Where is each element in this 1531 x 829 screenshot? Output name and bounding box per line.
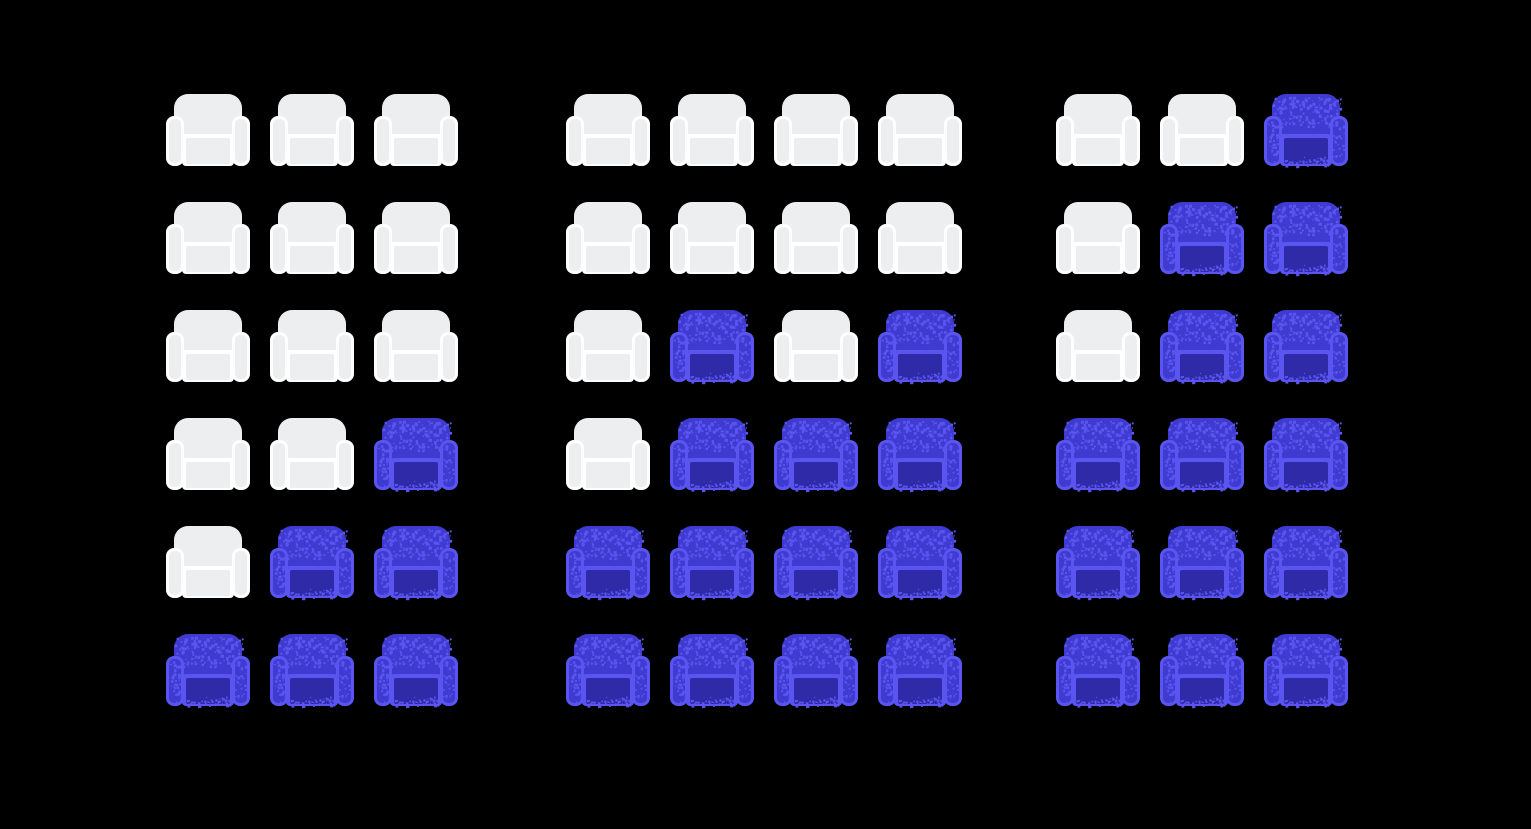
seat-left-r4-c2[interactable] xyxy=(264,414,360,494)
seat-right-r4-c3[interactable] xyxy=(1258,414,1354,494)
seat-right-r2-c1[interactable] xyxy=(1050,198,1146,278)
seat-right-r5-c2[interactable] xyxy=(1154,522,1250,602)
seat-center-r4-c4[interactable] xyxy=(872,414,968,494)
seat-left-r1-c2[interactable] xyxy=(264,90,360,170)
seat-center-r5-c1[interactable] xyxy=(560,522,656,602)
seat-left-r4-c3[interactable] xyxy=(368,414,464,494)
seat-center-r2-c1[interactable] xyxy=(560,198,656,278)
seat-right-r2-c2[interactable] xyxy=(1154,198,1250,278)
seat-center-r4-c1[interactable] xyxy=(560,414,656,494)
seat-center-r4-c2[interactable] xyxy=(664,414,760,494)
seat-left-r2-c3[interactable] xyxy=(368,198,464,278)
seat-center-r1-c1[interactable] xyxy=(560,90,656,170)
seat-center-r3-c2[interactable] xyxy=(664,306,760,386)
seat-left-r4-c1[interactable] xyxy=(160,414,256,494)
seat-center-r5-c2[interactable] xyxy=(664,522,760,602)
section-right xyxy=(1050,90,1354,710)
seat-center-r3-c3[interactable] xyxy=(768,306,864,386)
seat-center-r6-c1[interactable] xyxy=(560,630,656,710)
seat-left-r1-c1[interactable] xyxy=(160,90,256,170)
seat-right-r5-c3[interactable] xyxy=(1258,522,1354,602)
seat-right-r6-c2[interactable] xyxy=(1154,630,1250,710)
seat-center-r3-c4[interactable] xyxy=(872,306,968,386)
seat-left-r3-c1[interactable] xyxy=(160,306,256,386)
section-center xyxy=(560,90,968,710)
seat-right-r3-c2[interactable] xyxy=(1154,306,1250,386)
seat-center-r6-c3[interactable] xyxy=(768,630,864,710)
seat-right-r6-c3[interactable] xyxy=(1258,630,1354,710)
seat-right-r5-c1[interactable] xyxy=(1050,522,1146,602)
seat-center-r5-c4[interactable] xyxy=(872,522,968,602)
seat-center-r2-c2[interactable] xyxy=(664,198,760,278)
seat-center-r3-c1[interactable] xyxy=(560,306,656,386)
seat-right-r6-c1[interactable] xyxy=(1050,630,1146,710)
seat-right-r4-c2[interactable] xyxy=(1154,414,1250,494)
seat-center-r4-c3[interactable] xyxy=(768,414,864,494)
seat-center-r2-c4[interactable] xyxy=(872,198,968,278)
seat-left-r6-c2[interactable] xyxy=(264,630,360,710)
seat-left-r6-c3[interactable] xyxy=(368,630,464,710)
seat-left-r3-c2[interactable] xyxy=(264,306,360,386)
seat-right-r4-c1[interactable] xyxy=(1050,414,1146,494)
seat-right-r3-c1[interactable] xyxy=(1050,306,1146,386)
seat-center-r1-c2[interactable] xyxy=(664,90,760,170)
seat-left-r2-c1[interactable] xyxy=(160,198,256,278)
seat-center-r2-c3[interactable] xyxy=(768,198,864,278)
seat-center-r6-c4[interactable] xyxy=(872,630,968,710)
seat-left-r3-c3[interactable] xyxy=(368,306,464,386)
seat-left-r5-c2[interactable] xyxy=(264,522,360,602)
seat-left-r6-c1[interactable] xyxy=(160,630,256,710)
seat-left-r2-c2[interactable] xyxy=(264,198,360,278)
seat-right-r3-c3[interactable] xyxy=(1258,306,1354,386)
seat-center-r6-c2[interactable] xyxy=(664,630,760,710)
seat-left-r1-c3[interactable] xyxy=(368,90,464,170)
seat-center-r5-c3[interactable] xyxy=(768,522,864,602)
seat-center-r1-c4[interactable] xyxy=(872,90,968,170)
seat-left-r5-c1[interactable] xyxy=(160,522,256,602)
seating-chart xyxy=(0,0,1531,829)
seat-right-r1-c1[interactable] xyxy=(1050,90,1146,170)
seat-right-r1-c2[interactable] xyxy=(1154,90,1250,170)
section-left xyxy=(160,90,464,710)
seat-center-r1-c3[interactable] xyxy=(768,90,864,170)
seat-right-r1-c3[interactable] xyxy=(1258,90,1354,170)
seat-left-r5-c3[interactable] xyxy=(368,522,464,602)
seat-right-r2-c3[interactable] xyxy=(1258,198,1354,278)
